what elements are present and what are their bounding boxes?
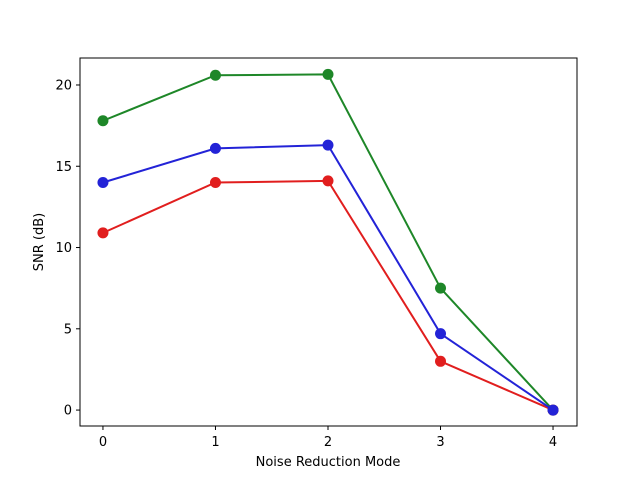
data-point-blue-series (435, 328, 447, 340)
data-point-red-series (209, 177, 221, 189)
y-tick-label: 15 (55, 160, 72, 175)
data-point-green-series (322, 68, 334, 80)
x-tick-label: 3 (436, 435, 444, 450)
x-tick-label: 1 (211, 435, 219, 450)
x-tick-label: 2 (324, 435, 332, 450)
data-point-green-series (97, 115, 109, 127)
series-line-green-series (101, 73, 555, 412)
data-point-green-series (435, 282, 447, 294)
y-tick-label: 20 (55, 78, 72, 93)
x-axis-label: Noise Reduction Mode (256, 455, 401, 470)
y-tick-label: 0 (64, 404, 72, 419)
y-tick-label: 5 (64, 322, 72, 337)
data-point-blue-series (322, 139, 334, 151)
data-point-blue-series (97, 177, 109, 189)
plot-border (79, 57, 578, 427)
y-tick-label: 10 (55, 241, 72, 256)
y-axis-label: SNR (dB) (32, 213, 47, 271)
data-point-green-series (209, 69, 221, 81)
data-point-red-series (322, 175, 334, 187)
data-point-blue-series (209, 142, 221, 154)
x-tick-label: 4 (549, 435, 557, 450)
x-tick-label: 0 (99, 435, 107, 450)
data-point-blue-series (547, 404, 559, 416)
data-point-red-series (97, 227, 109, 239)
data-point-red-series (435, 355, 447, 367)
series-line-red-series (101, 179, 555, 412)
